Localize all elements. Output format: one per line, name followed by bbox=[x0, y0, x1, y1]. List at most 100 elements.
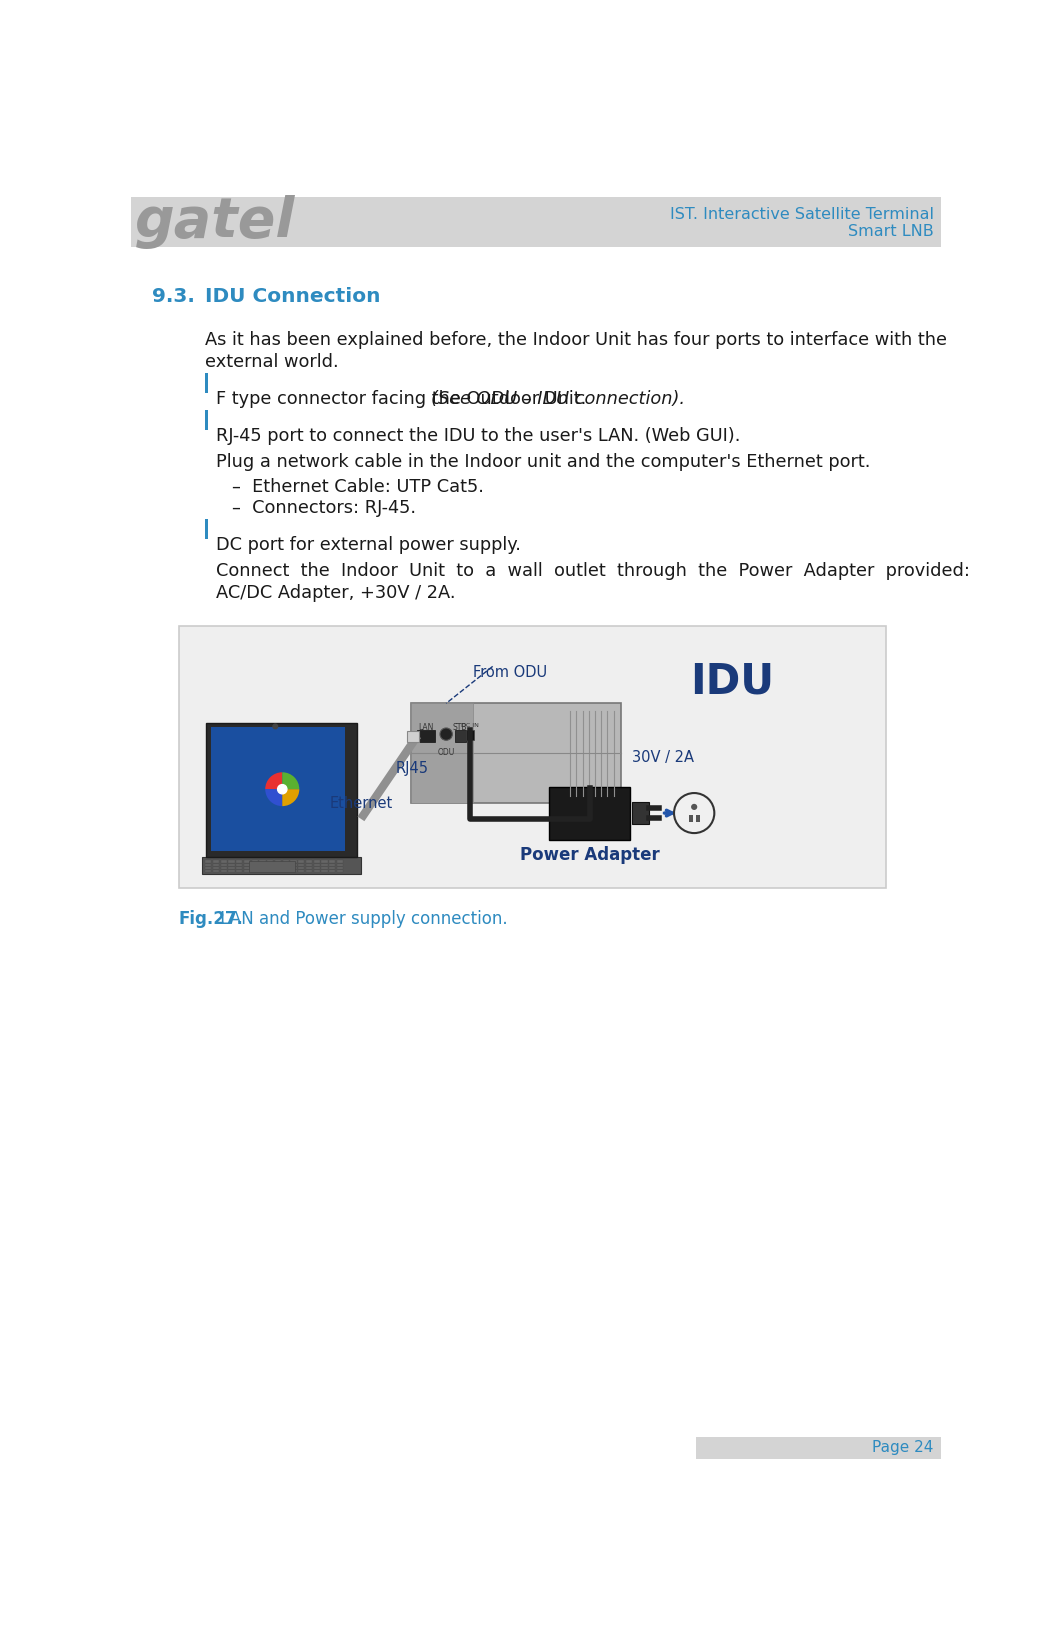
Text: LAN and Power supply connection.: LAN and Power supply connection. bbox=[215, 910, 508, 928]
Bar bbox=[455, 729, 465, 742]
Bar bbox=[407, 731, 419, 742]
Text: (See ODU – IDU connection).: (See ODU – IDU connection). bbox=[431, 390, 685, 408]
Bar bbox=[228, 867, 234, 869]
Bar bbox=[337, 860, 343, 862]
Text: Ethernet: Ethernet bbox=[329, 797, 393, 811]
Text: LAN: LAN bbox=[418, 723, 434, 731]
Text: IDU Connection: IDU Connection bbox=[205, 287, 381, 306]
Text: gatel: gatel bbox=[135, 195, 295, 249]
Text: From ODU: From ODU bbox=[473, 665, 547, 680]
Bar bbox=[205, 864, 211, 865]
Bar bbox=[298, 870, 304, 872]
Bar bbox=[131, 197, 941, 247]
Bar bbox=[205, 520, 208, 539]
Bar bbox=[697, 1437, 941, 1459]
Wedge shape bbox=[266, 772, 282, 790]
Bar bbox=[282, 860, 289, 862]
Bar bbox=[213, 864, 219, 865]
Bar bbox=[337, 870, 343, 872]
Bar bbox=[221, 870, 227, 872]
Text: IDU: IDU bbox=[690, 661, 774, 703]
Bar bbox=[252, 860, 258, 862]
Bar bbox=[244, 864, 250, 865]
FancyBboxPatch shape bbox=[411, 703, 620, 803]
Bar bbox=[205, 870, 211, 872]
Bar bbox=[291, 860, 297, 862]
Text: As it has been explained before, the Indoor Unit has four ports to interface wit: As it has been explained before, the Ind… bbox=[205, 331, 947, 349]
FancyBboxPatch shape bbox=[411, 703, 473, 803]
Bar bbox=[282, 864, 289, 865]
Text: DC IN: DC IN bbox=[461, 723, 479, 728]
Bar bbox=[267, 870, 273, 872]
Bar bbox=[321, 867, 327, 869]
Bar bbox=[221, 860, 227, 862]
Bar bbox=[314, 864, 320, 865]
Bar bbox=[179, 626, 886, 888]
Bar bbox=[321, 870, 327, 872]
Bar bbox=[314, 860, 320, 862]
Bar bbox=[291, 867, 297, 869]
Bar bbox=[275, 870, 281, 872]
Bar bbox=[314, 870, 320, 872]
Bar bbox=[236, 867, 243, 869]
Text: –  Connectors: RJ-45.: – Connectors: RJ-45. bbox=[231, 500, 415, 518]
Bar bbox=[329, 860, 336, 862]
Wedge shape bbox=[266, 790, 282, 806]
Text: ODU: ODU bbox=[437, 747, 455, 757]
Bar bbox=[298, 860, 304, 862]
Text: 30V / 2A: 30V / 2A bbox=[632, 749, 695, 764]
Bar bbox=[236, 870, 243, 872]
Text: Plug a network cable in the Indoor unit and the computer's Ethernet port.: Plug a network cable in the Indoor unit … bbox=[217, 452, 870, 470]
Circle shape bbox=[674, 793, 714, 833]
Text: Power Adapter: Power Adapter bbox=[520, 846, 659, 864]
Bar bbox=[259, 867, 266, 869]
Bar bbox=[305, 870, 312, 872]
Bar bbox=[275, 867, 281, 869]
Bar bbox=[275, 864, 281, 865]
Text: –  Ethernet Cable: UTP Cat5.: – Ethernet Cable: UTP Cat5. bbox=[231, 477, 483, 495]
Bar bbox=[228, 860, 234, 862]
FancyBboxPatch shape bbox=[211, 728, 345, 851]
Bar bbox=[236, 864, 243, 865]
Bar bbox=[688, 815, 692, 823]
Text: Fig.27.: Fig.27. bbox=[179, 910, 244, 928]
Bar bbox=[337, 867, 343, 869]
Text: F type connector facing the Outdoor Unit.: F type connector facing the Outdoor Unit… bbox=[217, 390, 592, 408]
Circle shape bbox=[691, 803, 698, 810]
Bar bbox=[291, 864, 297, 865]
Text: DC port for external power supply.: DC port for external power supply. bbox=[217, 536, 521, 554]
Bar bbox=[259, 870, 266, 872]
Bar bbox=[205, 867, 211, 869]
Text: IST. Interactive Satellite Terminal: IST. Interactive Satellite Terminal bbox=[669, 208, 934, 223]
Bar bbox=[236, 860, 243, 862]
Bar bbox=[221, 864, 227, 865]
Bar bbox=[275, 860, 281, 862]
Circle shape bbox=[277, 785, 287, 793]
Bar bbox=[267, 860, 273, 862]
Bar bbox=[244, 860, 250, 862]
Bar bbox=[417, 729, 434, 742]
Bar bbox=[221, 867, 227, 869]
Bar bbox=[267, 864, 273, 865]
FancyBboxPatch shape bbox=[549, 787, 630, 839]
Bar bbox=[205, 374, 208, 393]
Text: 9.3.: 9.3. bbox=[153, 287, 196, 306]
Bar bbox=[205, 860, 211, 862]
FancyBboxPatch shape bbox=[632, 801, 650, 824]
Bar bbox=[298, 867, 304, 869]
Bar bbox=[314, 867, 320, 869]
Bar bbox=[321, 864, 327, 865]
Bar bbox=[282, 867, 289, 869]
Bar bbox=[305, 864, 312, 865]
Bar bbox=[321, 860, 327, 862]
Bar bbox=[252, 867, 258, 869]
Bar bbox=[213, 860, 219, 862]
Bar bbox=[244, 870, 250, 872]
FancyBboxPatch shape bbox=[249, 860, 295, 872]
Bar bbox=[329, 870, 336, 872]
Text: STB: STB bbox=[453, 723, 468, 731]
Bar bbox=[228, 864, 234, 865]
Text: RJ-45 port to connect the IDU to the user's LAN. (Web GUI).: RJ-45 port to connect the IDU to the use… bbox=[217, 426, 741, 444]
Text: Connect  the  Indoor  Unit  to  a  wall  outlet  through  the  Power  Adapter  p: Connect the Indoor Unit to a wall outlet… bbox=[217, 562, 970, 580]
Bar bbox=[291, 870, 297, 872]
